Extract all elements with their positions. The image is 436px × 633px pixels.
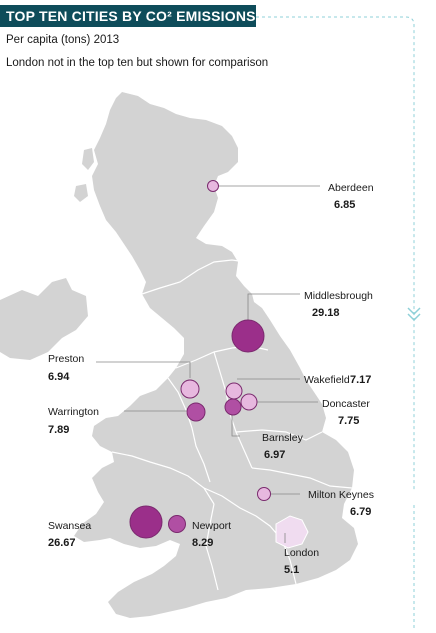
bubble-milton-keynes — [257, 487, 271, 501]
subtitle: Per capita (tons) 2013 — [6, 34, 120, 46]
bubble-wakefield — [225, 382, 243, 400]
comparison-note: London not in the top ten but shown for … — [6, 57, 269, 69]
bubble-doncaster — [240, 393, 258, 411]
city-name: Doncaster — [322, 398, 370, 410]
great-britain-landmass — [74, 92, 358, 618]
bubble-aberdeen — [207, 180, 219, 192]
city-value: 6.85 — [334, 199, 355, 211]
city-value: 5.1 — [284, 564, 299, 576]
label-preston: Preston 6.94 — [48, 353, 84, 383]
bubble-newport — [168, 515, 186, 533]
city-name: Preston — [48, 353, 84, 365]
label-wakefield: Wakefield 7.17 — [304, 374, 371, 386]
city-name: Wakefield — [304, 374, 350, 386]
leader-lines — [96, 185, 320, 543]
label-london: London 5.1 — [284, 547, 319, 576]
label-aberdeen: Aberdeen 6.85 — [328, 182, 374, 211]
frame-line — [256, 16, 415, 490]
bubble-swansea — [129, 505, 163, 539]
city-name: Barnsley — [262, 432, 304, 444]
city-name: Aberdeen — [328, 182, 374, 194]
city-name: Middlesbrough — [304, 290, 373, 302]
ireland-landmass — [0, 278, 88, 360]
label-barnsley: Barnsley 6.97 — [262, 432, 304, 461]
bubble-barnsley — [224, 398, 242, 416]
label-newport: Newport 8.29 — [192, 520, 231, 549]
city-value: 7.89 — [48, 424, 69, 436]
label-swansea: Swansea 26.67 — [48, 520, 91, 549]
city-value: 7.17 — [350, 374, 371, 386]
page-title: TOP TEN CITIES BY CO² EMISSIONS — [0, 5, 256, 27]
bubble-preston — [180, 379, 200, 399]
city-value: 6.79 — [350, 506, 371, 518]
label-warrington: Warrington 7.89 — [48, 406, 99, 436]
london-area — [275, 515, 309, 549]
city-value: 8.29 — [192, 537, 213, 549]
label-doncaster: Doncaster 7.75 — [322, 398, 370, 427]
city-value: 6.94 — [48, 371, 70, 383]
city-value: 6.97 — [264, 449, 285, 461]
bubble-middlesbrough — [231, 319, 265, 353]
city-value: 26.67 — [48, 537, 76, 549]
island — [82, 148, 94, 170]
bubble-warrington — [186, 402, 206, 422]
city-name: Newport — [192, 520, 231, 532]
city-value: 29.18 — [312, 307, 340, 319]
city-name: London — [284, 547, 319, 559]
label-milton-keynes: Milton Keynes 6.79 — [308, 489, 374, 518]
city-value: 7.75 — [338, 415, 359, 427]
city-name: Milton Keynes — [308, 489, 374, 501]
double-chevron-down-icon — [407, 307, 421, 322]
label-middlesbrough: Middlesbrough 29.18 — [304, 290, 373, 319]
city-name: Warrington — [48, 406, 99, 418]
island — [74, 184, 88, 202]
city-name: Swansea — [48, 520, 91, 532]
